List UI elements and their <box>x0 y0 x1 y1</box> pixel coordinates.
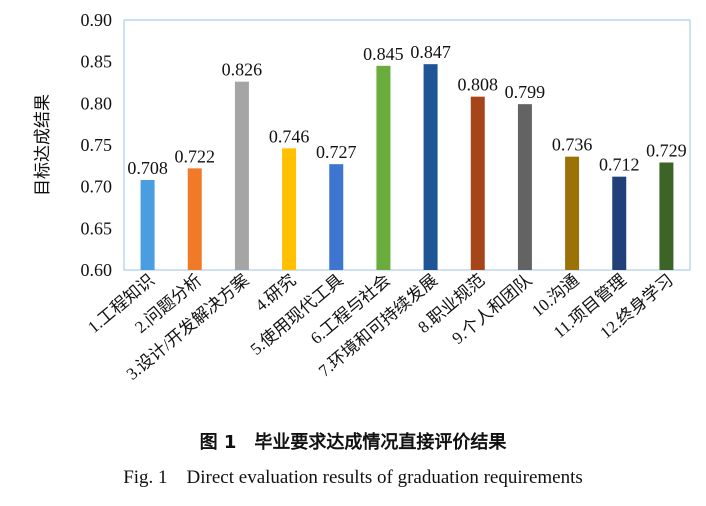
bar <box>140 180 155 270</box>
y-tick-label: 0.75 <box>81 135 113 155</box>
y-tick-label: 0.80 <box>81 93 113 113</box>
bar <box>234 81 249 271</box>
figure-caption-en: Fig. 1 Direct evaluation results of grad… <box>123 467 583 488</box>
data-label: 0.712 <box>599 155 640 175</box>
data-label: 0.727 <box>316 142 357 162</box>
data-label: 0.799 <box>505 82 546 102</box>
bar <box>659 162 674 270</box>
data-label: 0.845 <box>363 44 404 64</box>
bar <box>612 176 627 270</box>
y-tick-label: 0.85 <box>81 52 113 72</box>
bar <box>517 104 532 271</box>
y-tick-label: 0.70 <box>81 177 113 197</box>
bar <box>187 168 202 270</box>
bar <box>376 65 391 270</box>
y-axis-label: 目标达成结果 <box>33 94 53 196</box>
data-label: 0.729 <box>646 141 687 161</box>
bar-chart: 0.60 0.65 0.70 0.75 0.80 0.85 0.90 0.708 0.722 0… <box>33 10 691 384</box>
plot-area <box>123 19 691 271</box>
data-label: 0.746 <box>269 126 310 146</box>
bar <box>282 148 297 270</box>
data-label: 0.808 <box>458 75 499 95</box>
data-label: 0.722 <box>175 146 216 166</box>
data-label: 0.708 <box>127 158 168 178</box>
y-tick-label: 0.60 <box>81 260 113 280</box>
data-label: 0.826 <box>222 60 263 80</box>
data-label: 0.736 <box>552 135 593 155</box>
bar <box>470 96 485 271</box>
bar <box>423 64 438 271</box>
bar <box>329 164 344 270</box>
y-tick-label: 0.65 <box>81 218 113 238</box>
bar <box>565 156 580 270</box>
y-tick-label: 0.90 <box>81 10 113 30</box>
figure-caption-cn: 图 1 毕业要求达成情况直接评价结果 <box>199 432 507 453</box>
data-label: 0.847 <box>410 42 451 62</box>
